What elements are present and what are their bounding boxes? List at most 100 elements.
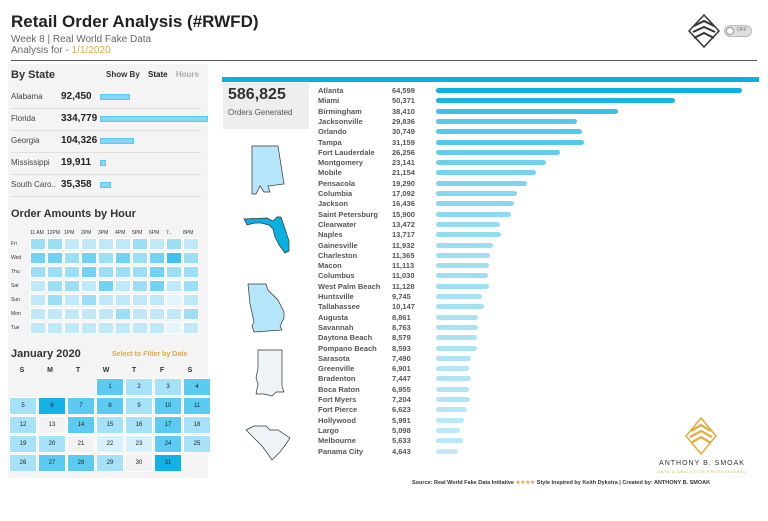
hour-cell[interactable] — [47, 322, 63, 334]
georgia-map[interactable] — [244, 282, 292, 334]
show-by-hours-option[interactable]: Hours — [175, 70, 199, 79]
hour-cell[interactable] — [81, 280, 97, 292]
calendar-day[interactable]: 19 — [9, 435, 37, 453]
calendar-day[interactable]: 12 — [9, 416, 37, 434]
city-bar[interactable] — [436, 221, 500, 227]
hour-cell[interactable] — [149, 252, 165, 264]
state-bar[interactable] — [100, 182, 112, 188]
hour-cell[interactable] — [47, 252, 63, 264]
hour-cell[interactable] — [47, 238, 63, 250]
city-bar[interactable] — [436, 252, 490, 258]
calendar-day[interactable]: 24 — [154, 435, 182, 453]
calendar-day[interactable]: 28 — [67, 454, 95, 472]
state-row[interactable]: South Caro.. 35,358 — [11, 175, 201, 197]
calendar-day[interactable]: 26 — [9, 454, 37, 472]
hour-cell[interactable] — [183, 308, 199, 320]
city-bar[interactable] — [436, 88, 742, 93]
hour-cell[interactable] — [81, 238, 97, 250]
hour-cell[interactable] — [115, 294, 131, 306]
hour-cell[interactable] — [64, 266, 80, 278]
calendar-day[interactable]: 22 — [96, 435, 124, 453]
hour-cell[interactable] — [183, 294, 199, 306]
hour-cell[interactable] — [47, 294, 63, 306]
city-bar[interactable] — [436, 98, 675, 104]
state-bar[interactable] — [100, 116, 208, 122]
calendar-day[interactable]: 18 — [183, 416, 211, 434]
city-bar[interactable] — [436, 139, 584, 145]
hour-cell[interactable] — [64, 308, 80, 320]
calendar-day[interactable]: 29 — [96, 454, 124, 472]
hour-cell[interactable] — [132, 280, 148, 292]
calendar-day[interactable]: 14 — [67, 416, 95, 434]
hour-cell[interactable] — [98, 308, 114, 320]
hour-cell[interactable] — [166, 280, 182, 292]
hour-cell[interactable] — [166, 266, 182, 278]
hour-cell[interactable] — [166, 252, 182, 264]
city-bar[interactable] — [436, 427, 461, 433]
city-bar[interactable] — [436, 448, 458, 454]
hour-cell[interactable] — [166, 238, 182, 250]
calendar-day[interactable]: 2 — [125, 378, 153, 396]
city-bar[interactable] — [436, 324, 478, 330]
calendar-day[interactable]: 11 — [183, 397, 211, 415]
hour-cell[interactable] — [30, 308, 46, 320]
city-bar[interactable] — [436, 283, 489, 289]
florida-map[interactable] — [243, 213, 291, 255]
hour-cell[interactable] — [64, 238, 80, 250]
hour-cell[interactable] — [149, 294, 165, 306]
hour-cell[interactable] — [183, 280, 199, 292]
hour-cell[interactable] — [132, 238, 148, 250]
calendar-day[interactable]: 27 — [38, 454, 66, 472]
hour-cell[interactable] — [132, 322, 148, 334]
hour-cell[interactable] — [98, 322, 114, 334]
hour-cell[interactable] — [81, 308, 97, 320]
hour-cell[interactable] — [132, 294, 148, 306]
state-bar[interactable] — [100, 94, 130, 100]
state-row[interactable]: Alabama 92,450 — [11, 87, 201, 109]
calendar-day[interactable]: 20 — [38, 435, 66, 453]
south-carolina-map[interactable] — [244, 424, 292, 462]
hour-cell[interactable] — [132, 252, 148, 264]
hour-cell[interactable] — [115, 308, 131, 320]
city-bar[interactable] — [436, 201, 514, 207]
alabama-map[interactable] — [248, 144, 288, 196]
hour-cell[interactable] — [149, 322, 165, 334]
show-by-state-option[interactable]: State — [148, 70, 168, 79]
state-row[interactable]: Georgia 104,326 — [11, 131, 201, 153]
theme-toggle[interactable]: OFF — [724, 25, 752, 37]
city-bar[interactable] — [436, 376, 472, 382]
city-bar[interactable] — [436, 160, 546, 166]
hour-cell[interactable] — [98, 252, 114, 264]
hour-cell[interactable] — [47, 266, 63, 278]
city-bar[interactable] — [436, 304, 485, 310]
city-bar[interactable] — [436, 397, 471, 402]
city-bar[interactable] — [436, 108, 618, 114]
calendar-day[interactable]: 3 — [154, 378, 182, 396]
calendar-day[interactable]: 21 — [67, 435, 95, 453]
calendar-day[interactable]: 15 — [96, 416, 124, 434]
hour-cell[interactable] — [47, 280, 63, 292]
hour-cell[interactable] — [115, 266, 131, 278]
city-bar[interactable] — [436, 407, 468, 413]
hour-cell[interactable] — [115, 238, 131, 250]
city-bar[interactable] — [436, 345, 477, 351]
city-bar[interactable] — [436, 263, 489, 269]
hour-cell[interactable] — [64, 322, 80, 334]
city-bar[interactable] — [436, 335, 477, 341]
city-bar[interactable] — [436, 273, 489, 279]
hour-cell[interactable] — [149, 266, 165, 278]
hour-cell[interactable] — [98, 238, 114, 250]
hour-cell[interactable] — [64, 294, 80, 306]
calendar-day[interactable]: 1 — [96, 378, 124, 396]
calendar-day[interactable]: 8 — [96, 397, 124, 415]
city-bar[interactable] — [436, 180, 528, 186]
calendar-day[interactable]: 5 — [9, 397, 37, 415]
calendar-day[interactable]: 30 — [125, 454, 153, 472]
calendar-day[interactable]: 25 — [183, 435, 211, 453]
city-bar[interactable] — [436, 355, 472, 361]
city-bar[interactable] — [436, 242, 493, 248]
hour-cell[interactable] — [98, 266, 114, 278]
hour-cell[interactable] — [30, 294, 46, 306]
state-bar[interactable] — [100, 160, 107, 166]
hour-cell[interactable] — [64, 252, 80, 264]
